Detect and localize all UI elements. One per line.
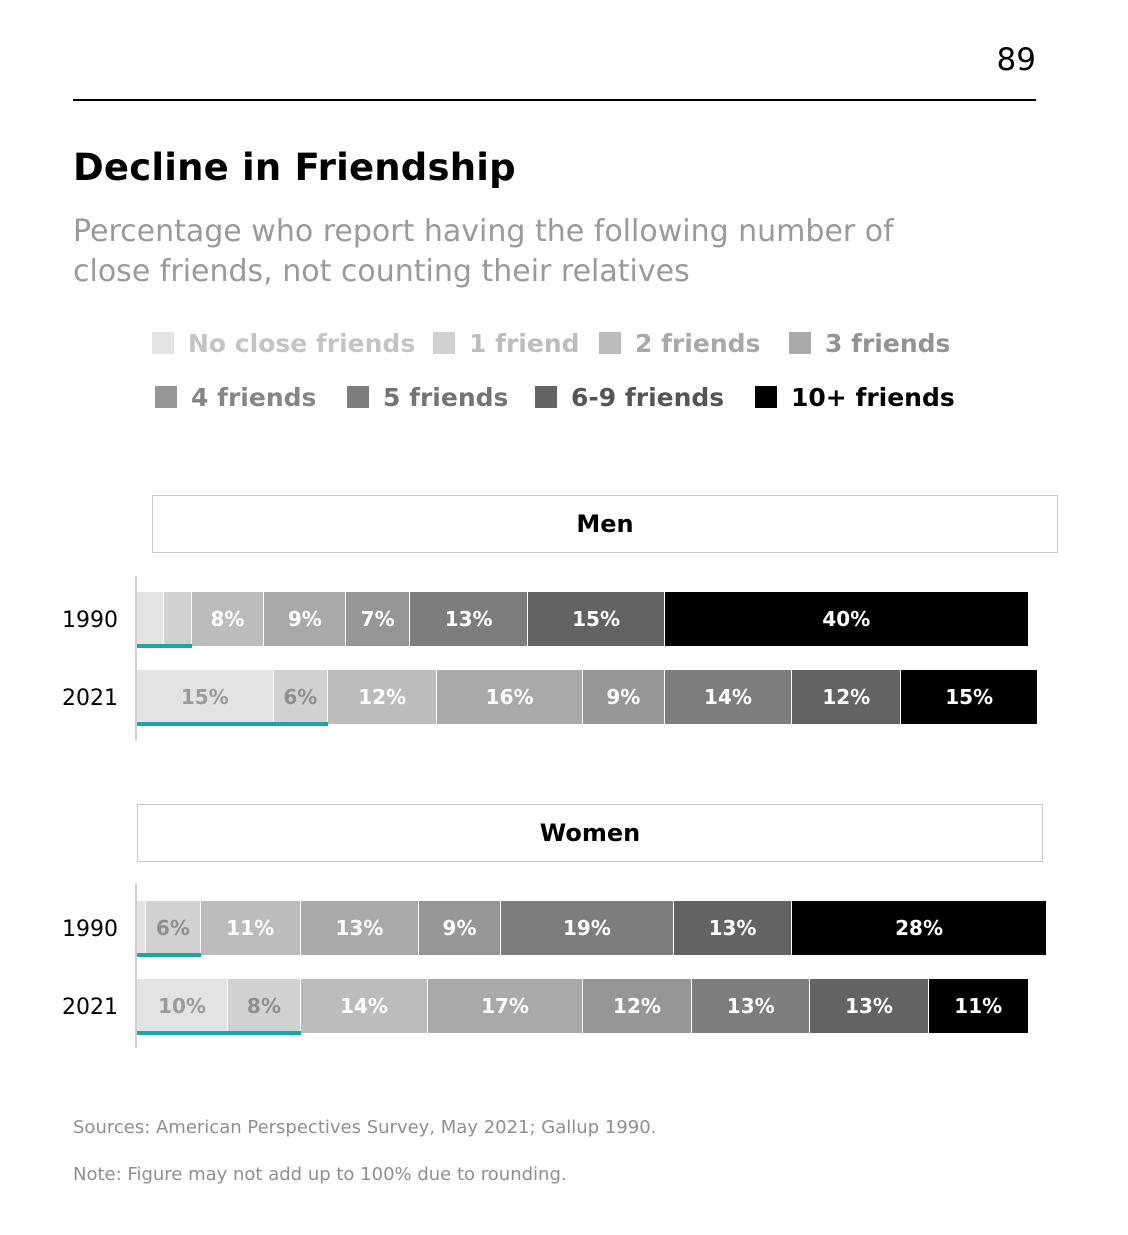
bar-segment: 9% [582, 670, 665, 724]
legend-swatch [599, 332, 621, 354]
legend-item: 10+ friends [755, 382, 955, 412]
panel-header: Men [152, 495, 1058, 553]
legend-swatch [347, 386, 369, 408]
legend-swatch [433, 332, 455, 354]
bar-segment: 28% [792, 901, 1047, 955]
bar-segment [164, 592, 192, 646]
chart-subtitle: Percentage who report having the followi… [73, 214, 894, 289]
year-label: 1990 [62, 917, 118, 942]
bar-segment: 12% [792, 670, 902, 724]
bar-segment: 9% [419, 901, 501, 955]
legend-label: 2 friends [635, 328, 761, 358]
highlight-underline [137, 953, 201, 957]
legend-swatch [755, 386, 777, 408]
rounding-note: Note: Figure may not add up to 100% due … [73, 1164, 567, 1185]
legend-label: 10+ friends [791, 382, 955, 412]
legend-item: 4 friends [155, 382, 316, 412]
legend-item: 1 friend [433, 328, 580, 358]
bar-segment: 12% [582, 979, 693, 1033]
highlight-underline [137, 1031, 301, 1035]
bar-segment [137, 592, 165, 646]
bar-segment: 10% [137, 979, 228, 1033]
bar-segment: 8% [191, 592, 265, 646]
bar-segment: 13% [410, 592, 529, 646]
header-rule [73, 99, 1036, 101]
bar-segment: 17% [428, 979, 583, 1033]
bar-segment [137, 901, 147, 955]
bar-segment: 12% [328, 670, 438, 724]
bar-segment: 6% [146, 901, 201, 955]
bar-segment: 14% [300, 979, 429, 1033]
bar-segment: 13% [300, 901, 420, 955]
legend-label: 4 friends [191, 382, 317, 412]
bar-segment: 15% [901, 670, 1038, 724]
legend-label: 1 friend [469, 328, 580, 358]
legend-swatch [789, 332, 811, 354]
bar-segment: 15% [137, 670, 274, 724]
bar-segment: 19% [501, 901, 674, 955]
legend-swatch [152, 332, 174, 354]
highlight-underline [137, 722, 329, 726]
page-number: 89 [996, 42, 1036, 78]
axis-line [135, 884, 137, 1048]
highlight-underline [137, 644, 192, 648]
legend-label: 6-9 friends [571, 382, 725, 412]
bar-segment: 8% [228, 979, 301, 1033]
axis-line [135, 576, 137, 740]
bar-segment: 7% [346, 592, 410, 646]
bar-segment: 13% [673, 901, 793, 955]
bar-segment: 14% [664, 670, 793, 724]
year-label: 1990 [62, 608, 118, 633]
panel-header: Women [137, 804, 1043, 862]
bar-segment: 16% [437, 670, 583, 724]
legend-label: 5 friends [383, 382, 509, 412]
bar-segment: 40% [664, 592, 1029, 646]
bar-segment: 11% [200, 901, 301, 955]
bar-segment: 15% [528, 592, 665, 646]
bar-segment: 6% [273, 670, 329, 724]
sources-note: Sources: American Perspectives Survey, M… [73, 1117, 657, 1138]
chart-title: Decline in Friendship [73, 146, 516, 189]
legend-item: 2 friends [599, 328, 760, 358]
year-label: 2021 [62, 686, 118, 711]
legend-item: 6-9 friends [535, 382, 724, 412]
legend-swatch [155, 386, 177, 408]
legend-item: 3 friends [789, 328, 950, 358]
bar-segment: 11% [928, 979, 1029, 1033]
legend-label: 3 friends [825, 328, 951, 358]
legend-label: No close friends [188, 328, 416, 358]
year-label: 2021 [62, 995, 118, 1020]
bar-segment: 13% [692, 979, 811, 1033]
bar-segment: 13% [810, 979, 929, 1033]
bar-segment: 9% [264, 592, 347, 646]
legend-swatch [535, 386, 557, 408]
legend-item: No close friends [152, 328, 415, 358]
legend-item: 5 friends [347, 382, 508, 412]
